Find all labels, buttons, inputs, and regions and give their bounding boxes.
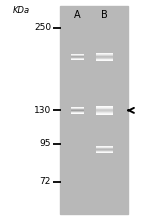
Text: 95: 95	[39, 139, 51, 148]
Bar	[96, 108, 113, 109]
Bar	[96, 149, 113, 150]
Text: 72: 72	[40, 177, 51, 186]
Bar	[96, 111, 113, 112]
Bar	[96, 113, 113, 114]
Text: B: B	[101, 10, 108, 20]
Bar	[96, 109, 113, 110]
Bar	[70, 59, 84, 60]
Bar	[96, 53, 113, 54]
Bar	[96, 107, 113, 108]
Bar	[96, 54, 113, 55]
Bar	[70, 110, 84, 111]
Bar	[70, 57, 84, 58]
Bar	[70, 56, 84, 57]
Bar	[96, 152, 113, 153]
Bar	[70, 58, 84, 59]
Bar	[96, 151, 113, 152]
Bar	[96, 56, 113, 57]
Text: KDa: KDa	[13, 6, 30, 14]
Bar	[96, 150, 113, 151]
Bar	[96, 55, 113, 56]
Bar	[70, 113, 84, 114]
Bar	[70, 109, 84, 110]
Bar	[60, 6, 128, 214]
Bar	[96, 57, 113, 58]
Bar	[96, 58, 113, 59]
Text: 250: 250	[34, 23, 51, 32]
Bar	[70, 107, 84, 108]
Bar	[96, 148, 113, 149]
Bar	[70, 54, 84, 55]
Bar	[70, 112, 84, 113]
Text: A: A	[74, 10, 81, 20]
Bar	[70, 111, 84, 112]
Bar	[96, 110, 113, 111]
Bar	[96, 106, 113, 107]
Text: 130: 130	[34, 106, 51, 115]
Bar	[96, 112, 113, 113]
Bar	[70, 55, 84, 56]
Bar	[96, 60, 113, 61]
Bar	[96, 59, 113, 60]
Bar	[70, 108, 84, 109]
Bar	[96, 114, 113, 115]
Bar	[96, 146, 113, 147]
Bar	[96, 147, 113, 148]
